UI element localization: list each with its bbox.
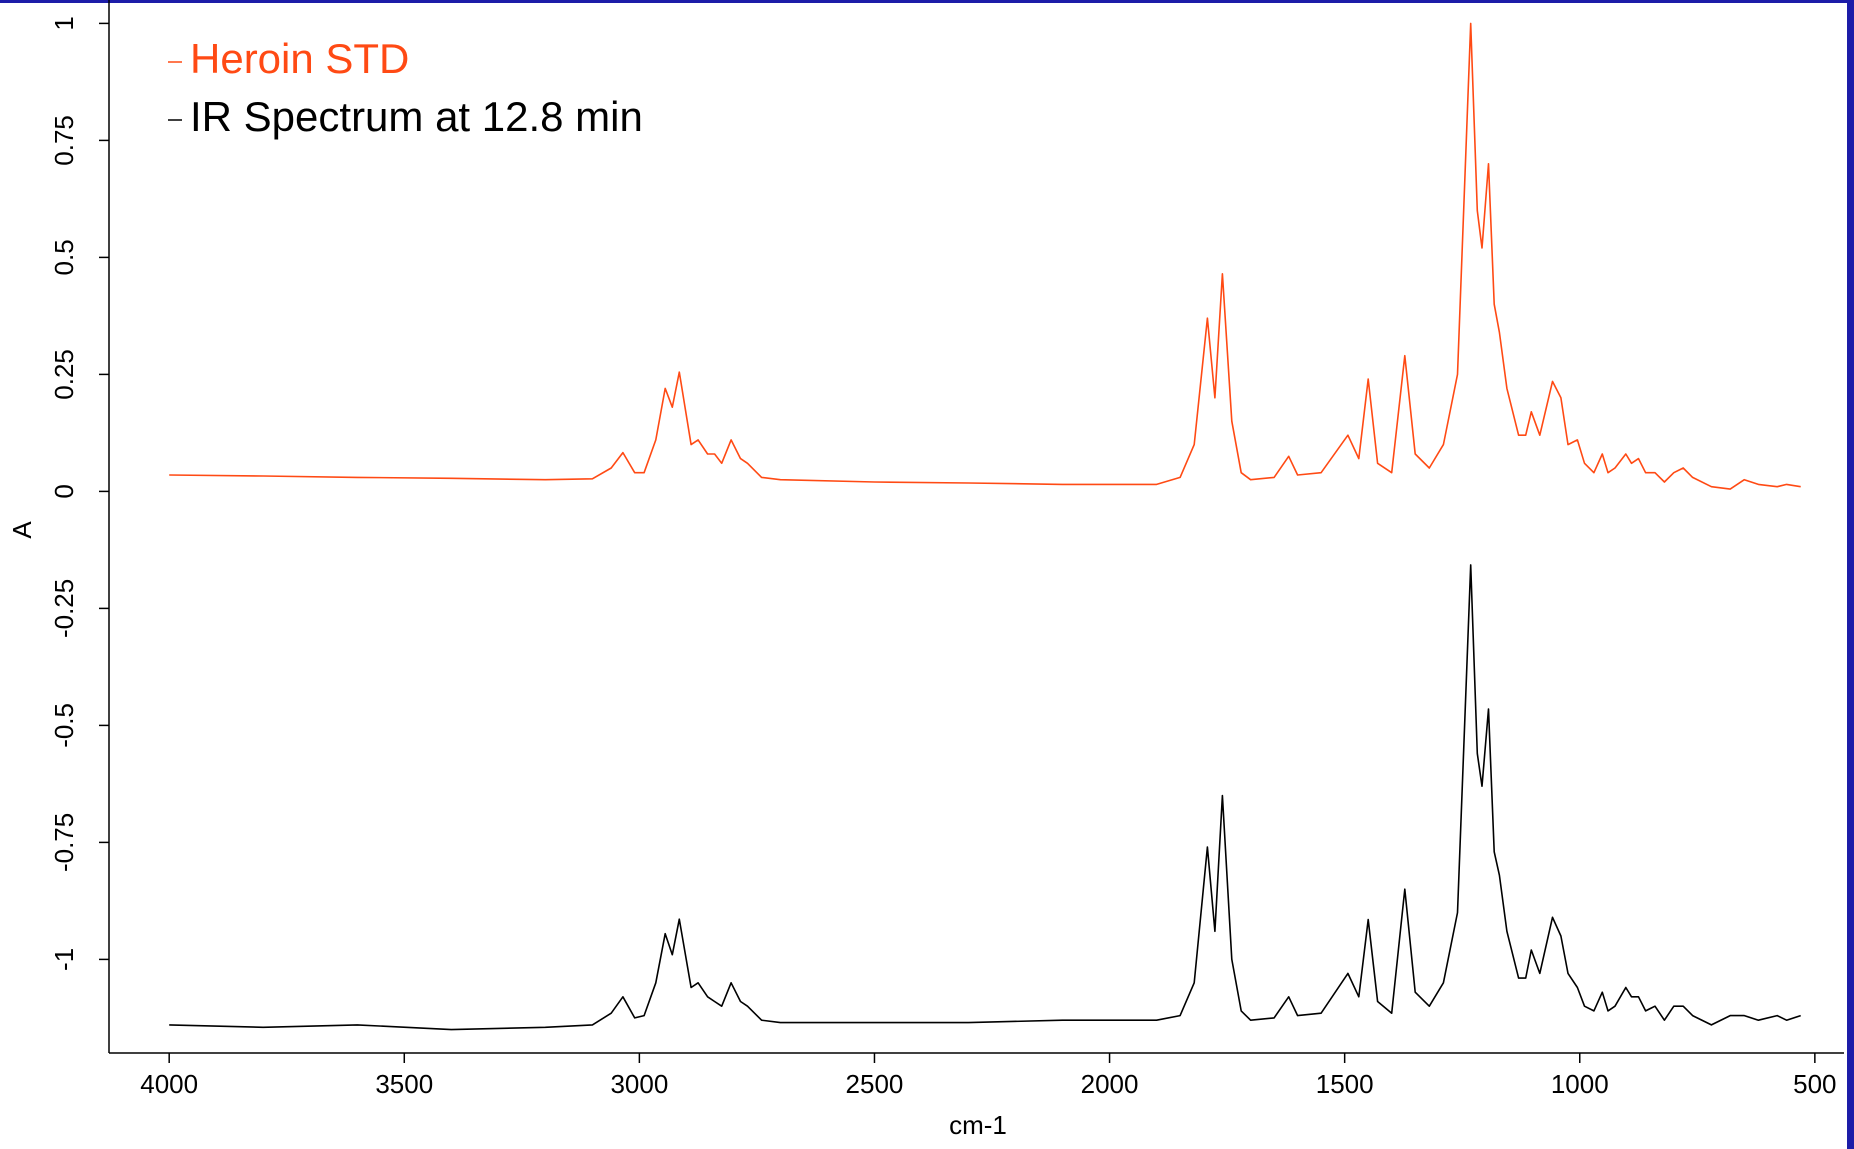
frame-top [0, 0, 1854, 3]
spectrum-line [169, 22, 1801, 490]
y-tick-label: 0.75 [49, 115, 79, 166]
x-tick-label: 3000 [610, 1069, 668, 1099]
y-tick-label: 1 [49, 16, 79, 30]
x-tick-label: 500 [1793, 1069, 1836, 1099]
x-tick-label: 4000 [140, 1069, 198, 1099]
x-tick-label: 3500 [375, 1069, 433, 1099]
y-tick-label: -0.75 [49, 813, 79, 872]
legend-label: Heroin STD [190, 35, 409, 82]
legend-label: IR Spectrum at 12.8 min [190, 93, 643, 140]
y-tick-label: -0.25 [49, 579, 79, 638]
y-tick-label: -0.5 [49, 703, 79, 748]
frame-right [1847, 0, 1854, 1149]
y-tick-label: 0 [49, 484, 79, 498]
x-tick-label: 2500 [846, 1069, 904, 1099]
x-tick-label: 2000 [1081, 1069, 1139, 1099]
x-tick-label: 1500 [1316, 1069, 1374, 1099]
y-tick-label: 0.5 [49, 239, 79, 275]
x-axis-label: cm-1 [949, 1110, 1007, 1140]
spectrum-line [169, 564, 1801, 1031]
x-tick-label: 1000 [1551, 1069, 1609, 1099]
y-tick-label: -1 [49, 948, 79, 971]
y-axis-label: A [7, 521, 37, 539]
y-tick-label: 0.25 [49, 349, 79, 400]
